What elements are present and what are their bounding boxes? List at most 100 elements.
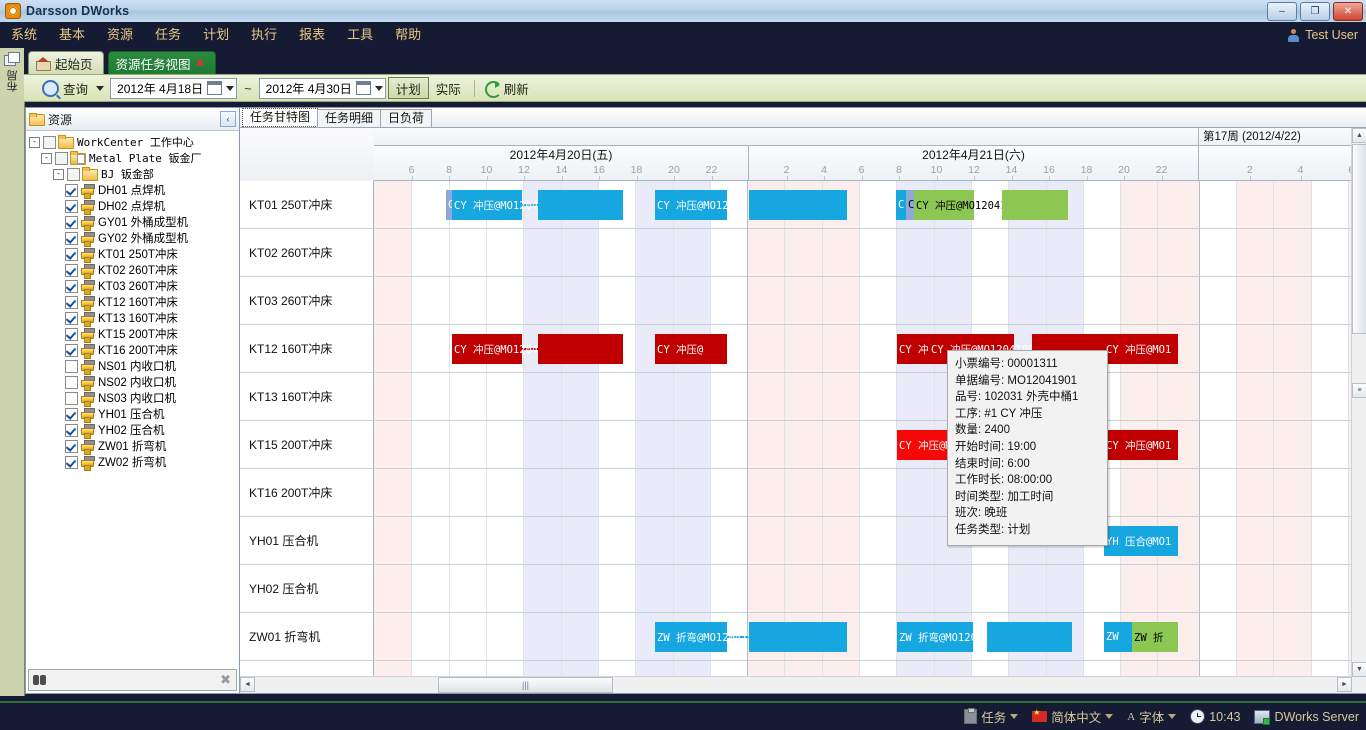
scroll-down-icon[interactable]: ▼ [1352,662,1366,677]
scroll-split-icon[interactable]: ≡ [1352,383,1366,398]
gantt-row-label[interactable]: KT02 260T冲床 [240,229,374,276]
status-server[interactable]: DWorks Server [1247,709,1366,725]
calendar-icon[interactable] [355,81,371,95]
gantt-task-bar[interactable]: C [446,190,454,220]
subtab-task-detail[interactable]: 任务明细 [317,109,382,127]
gantt-row-track[interactable]: YH 压合@MO1 [374,517,1352,564]
gantt-task-bar[interactable]: CY 冲 [897,334,929,364]
tree-checkbox[interactable] [67,167,80,181]
tree-node[interactable]: YH01 压合机 [29,406,236,423]
gantt-horizontal-scrollbar[interactable]: ◄ ||| ► [240,676,1352,693]
scroll-up-icon[interactable]: ▲ [1352,128,1366,143]
gantt-vertical-scrollbar[interactable]: ▲ ≡ ▼ [1351,128,1366,693]
actual-toggle-button[interactable]: 实际 [435,82,461,97]
gantt-row-track[interactable] [374,565,1352,612]
close-button[interactable]: ✕ [1333,2,1363,21]
menu-item-system[interactable]: 系统 [11,27,38,42]
menu-item-plan[interactable]: 计划 [203,27,230,42]
gantt-row-label[interactable]: KT12 160T冲床 [240,325,374,372]
tree-node[interactable]: ZW02 折弯机 [29,454,236,471]
tree-node[interactable]: - Metal Plate 钣金厂 [29,150,236,166]
menu-item-basic[interactable]: 基本 [59,27,86,42]
tree-node[interactable]: GY02 外桶成型机 [29,230,236,247]
subtab-daily-load[interactable]: 日负荷 [380,109,433,127]
gantt-row-label[interactable]: KT13 160T冲床 [240,373,374,420]
tree-checkbox[interactable] [65,263,78,277]
plan-toggle-button[interactable]: 计划 [387,77,429,99]
gantt-row-label[interactable]: KT03 260T冲床 [240,277,374,324]
tab-home[interactable]: 起始页 [28,51,104,74]
calendar-icon[interactable] [207,81,223,95]
chevron-down-icon[interactable] [1010,714,1019,719]
gantt-task-bar[interactable] [1002,190,1068,220]
menu-item-tools[interactable]: 工具 [347,27,374,42]
gantt-row-label[interactable]: ZW02 折弯机 [240,661,374,676]
gantt-row-label[interactable]: KT16 200T冲床 [240,469,374,516]
gantt-row-label[interactable]: KT01 250T冲床 [240,181,374,228]
chevron-down-icon[interactable] [1105,714,1114,719]
gantt-task-bar[interactable] [749,622,847,652]
tree-checkbox[interactable] [65,455,78,469]
tree-node[interactable]: KT03 260T冲床 [29,278,236,295]
vertical-scroll-thumb[interactable] [1352,144,1366,334]
tree-expander-icon[interactable]: - [41,152,52,164]
tree-node[interactable]: NS01 内收口机 [29,358,236,375]
tree-checkbox[interactable] [65,231,78,245]
collapse-panel-button[interactable]: ‹ [220,111,236,127]
resource-search-box[interactable]: ✖ [28,669,237,691]
tree-checkbox[interactable] [65,375,78,389]
gantt-task-bar[interactable] [987,622,1072,652]
tab-close-icon[interactable]: ✖ [195,57,205,70]
gantt-row-track[interactable] [374,469,1352,516]
gantt-task-bar[interactable]: C [896,190,906,220]
tree-node[interactable]: GY01 外桶成型机 [29,214,236,231]
tree-checkbox[interactable] [65,423,78,437]
gantt-task-bar[interactable]: CY 冲压@MO1 [1104,334,1178,364]
tree-checkbox[interactable] [65,311,78,325]
current-user[interactable]: Test User [1287,22,1358,48]
status-task[interactable]: 任务 [957,707,1025,726]
tree-expander-icon[interactable]: - [53,168,64,180]
tree-checkbox[interactable] [65,183,78,197]
tab-resource-task-view[interactable]: 资源任务视图 ✖ [107,51,216,74]
horizontal-scroll-thumb[interactable]: ||| [438,677,613,693]
gantt-row-label[interactable]: ZW01 折弯机 [240,613,374,660]
scroll-left-icon[interactable]: ◄ [240,677,255,692]
tree-node[interactable]: KT01 250T冲床 [29,246,236,263]
query-button[interactable]: 查询 [38,78,92,98]
menu-item-execute[interactable]: 执行 [251,27,278,42]
tree-expander-icon[interactable]: - [29,136,40,148]
tree-checkbox[interactable] [65,343,78,357]
tree-checkbox[interactable] [65,327,78,341]
tree-checkbox[interactable] [65,247,78,261]
gantt-task-bar[interactable] [538,334,623,364]
gantt-row-track[interactable] [374,373,1352,420]
tree-node[interactable]: DH01 点焊机 [29,182,236,199]
scroll-right-icon[interactable]: ► [1337,677,1352,692]
gantt-task-bar[interactable]: CY 冲压@MO12041901 [655,190,767,220]
gantt-row-track[interactable]: CY 冲压@MO12041903CY 冲压@MO1 [374,421,1352,468]
tree-node[interactable]: KT12 160T冲床 [29,294,236,311]
tree-node[interactable]: YH02 压合机 [29,422,236,439]
chevron-down-icon[interactable] [1168,714,1177,719]
maximize-button[interactable]: ❐ [1300,2,1330,21]
gantt-row-label[interactable]: YH02 压合机 [240,565,374,612]
clear-search-icon[interactable]: ✖ [220,672,231,687]
chevron-down-icon[interactable] [226,85,235,91]
tree-node[interactable]: ZW01 折弯机 [29,438,236,455]
refresh-button[interactable]: 刷新 [481,78,533,98]
gantt-row-track[interactable] [374,277,1352,324]
gantt-task-bar[interactable]: CY 冲压@MO12041904 [452,334,564,364]
gantt-task-bar[interactable]: CY 冲压@ [655,334,727,364]
resource-tree[interactable]: - WorkCenter 工作中心 - Metal Plate 钣金厂 - BJ 钣金部 D… [29,134,236,669]
tree-node[interactable]: KT15 200T冲床 [29,326,236,343]
gantt-task-bar[interactable]: CY 冲压@MO1 [1104,430,1178,460]
tree-checkbox[interactable] [65,295,78,309]
gantt-row-track[interactable] [374,661,1352,676]
subtab-task-gantt[interactable]: 任务甘特图 [242,108,319,127]
gantt-task-bar[interactable]: ZW 折弯@MO12041901 [897,622,1009,652]
menu-item-report[interactable]: 报表 [299,27,326,42]
tree-node[interactable]: KT02 260T冲床 [29,262,236,279]
menu-item-resource[interactable]: 资源 [107,27,134,42]
